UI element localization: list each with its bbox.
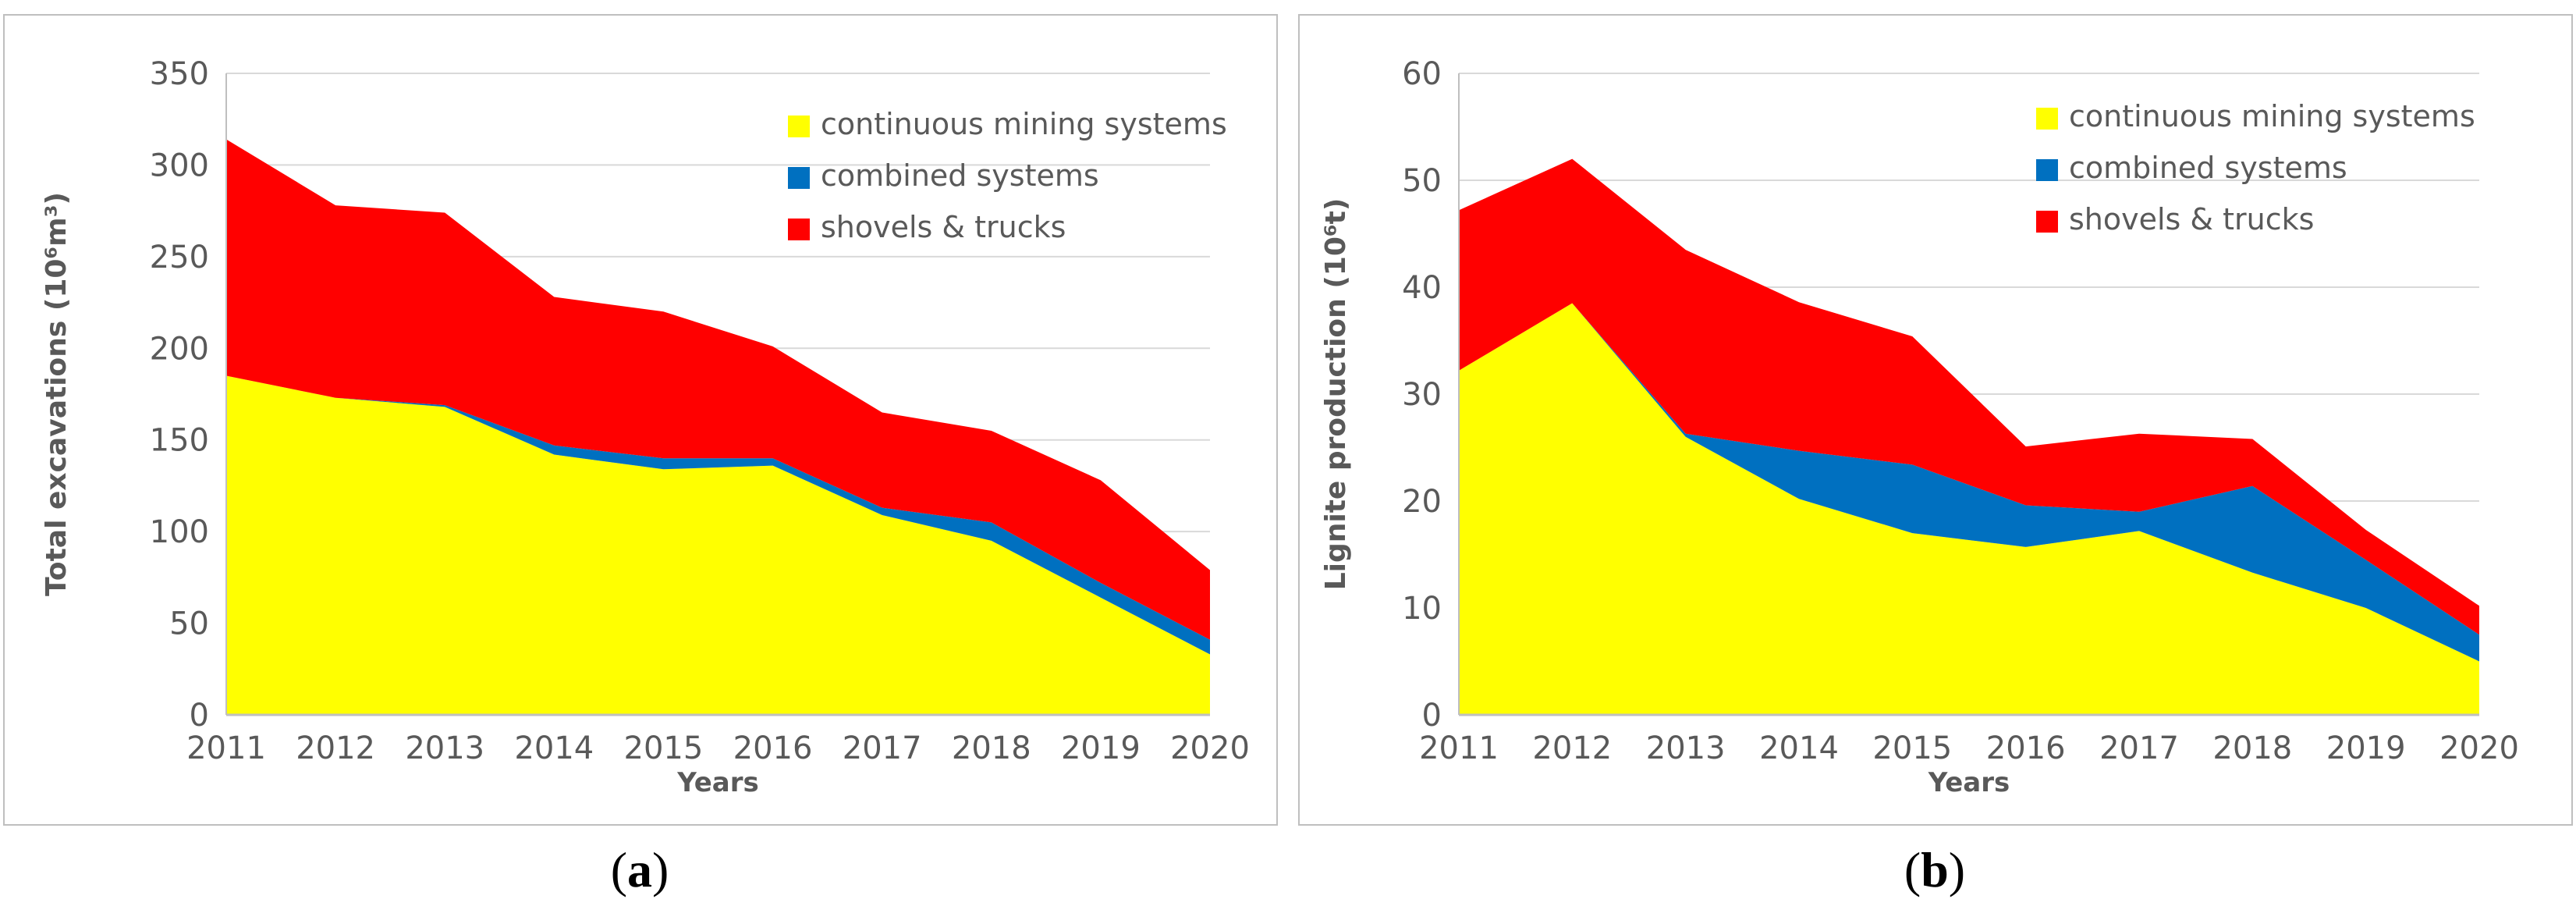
chart-panel-b: 0 10 20 30 40 50 60 2011 2012 2013 2014 2015 2016 201… — [1298, 14, 2573, 826]
chart0-x-tick-label: 2019 — [1061, 730, 1141, 766]
chart0-legend-swatch-continuous — [788, 116, 810, 137]
chart1-x-tick-label: 2012 — [1532, 730, 1612, 766]
chart0-y-tick-label: 250 — [150, 240, 209, 275]
chart1-x-tick-label: 2011 — [1419, 730, 1499, 766]
chart0-y-tick-label: 50 — [169, 606, 209, 642]
chart1-x-axis-title: Years — [1928, 767, 2010, 798]
chart1-y-tick-label: 40 — [1402, 270, 1442, 306]
chart0-x-tick-label: 2016 — [733, 730, 813, 766]
chart1-y-tick-label: 10 — [1402, 591, 1442, 627]
chart1-x-tick-label: 2017 — [2099, 730, 2179, 766]
chart1-area-continuous — [1459, 303, 2479, 715]
chart0-legend-swatch-shovels — [788, 219, 810, 240]
chart0-area-continuous — [226, 375, 1210, 715]
caption-a: (a) — [610, 842, 669, 897]
chart1-x-tick-label: 2019 — [2326, 730, 2406, 766]
chart0-x-tick-label: 2013 — [405, 730, 484, 766]
chart0-y-tick-label: 100 — [150, 514, 209, 550]
chart0-x-tick-label: 2018 — [952, 730, 1031, 766]
chart0-x-tick-label: 2020 — [1170, 730, 1250, 766]
chart0-y-tick-label: 350 — [150, 56, 209, 92]
chart1-y-tick-label: 0 — [1422, 698, 1442, 734]
chart1-legend-label-shovels: shovels & trucks — [2069, 202, 2314, 236]
chart1-legend-label-continuous: continuous mining systems — [2069, 99, 2475, 133]
chart-b: 0 10 20 30 40 50 60 2011 2012 2013 2014 2015 2016 201… — [1320, 56, 2519, 798]
chart0-legend-label-combined: combined systems — [821, 158, 1099, 193]
chart0-legend-swatch-combined — [788, 167, 810, 189]
chart1-y-tick-label: 50 — [1402, 163, 1442, 199]
chart1-legend-swatch-shovels — [2036, 211, 2058, 233]
chart1-legend-swatch-combined — [2036, 159, 2058, 181]
chart0-y-tick-label: 150 — [150, 423, 209, 459]
chart0-y-tick-label: 300 — [150, 147, 209, 183]
chart1-y-tick-label: 20 — [1402, 484, 1442, 520]
chart-a: 0 50 100 150 200 250 300 350 2011 2012 2013 2014 201… — [41, 56, 1250, 798]
chart1-x-tick-label: 2018 — [2212, 730, 2292, 766]
chart0-legend-label-shovels: shovels & trucks — [821, 210, 1066, 244]
chart1-x-tick-label: 2015 — [1872, 730, 1952, 766]
chart0-x-tick-label: 2014 — [514, 730, 594, 766]
chart0-x-tick-label: 2017 — [843, 730, 922, 766]
chart0-x-tick-label: 2012 — [296, 730, 375, 766]
chart-panel-a: 0 50 100 150 200 250 300 350 2011 2012 2013 2014 201… — [3, 14, 1278, 826]
chart0-x-axis-title: Years — [676, 767, 759, 798]
chart1-legend-swatch-continuous — [2036, 108, 2058, 130]
chart0-x-tick-label: 2011 — [186, 730, 266, 766]
chart0-y-tick-label: 200 — [150, 331, 209, 367]
chart1-x-tick-label: 2016 — [1986, 730, 2066, 766]
chart1-y-tick-label: 60 — [1402, 56, 1442, 92]
caption-b: (b) — [1904, 842, 1966, 897]
chart0-legend-label-continuous: continuous mining systems — [821, 107, 1227, 141]
chart0-y-axis-title: Total excavations (10⁶m³) — [41, 192, 73, 596]
chart0-y-tick-label: 0 — [190, 698, 209, 734]
chart1-x-tick-label: 2013 — [1646, 730, 1726, 766]
chart1-x-tick-label: 2020 — [2439, 730, 2519, 766]
chart0-area-shovels — [226, 139, 1210, 640]
chart1-x-tick-label: 2014 — [1759, 730, 1839, 766]
chart1-area-shovels — [1459, 158, 2479, 635]
chart1-legend-label-combined: combined systems — [2069, 151, 2347, 185]
chart1-y-tick-label: 30 — [1402, 377, 1442, 413]
chart1-y-axis-title: Lignite production (10⁶t) — [1320, 198, 1352, 591]
chart0-x-tick-label: 2015 — [624, 730, 704, 766]
